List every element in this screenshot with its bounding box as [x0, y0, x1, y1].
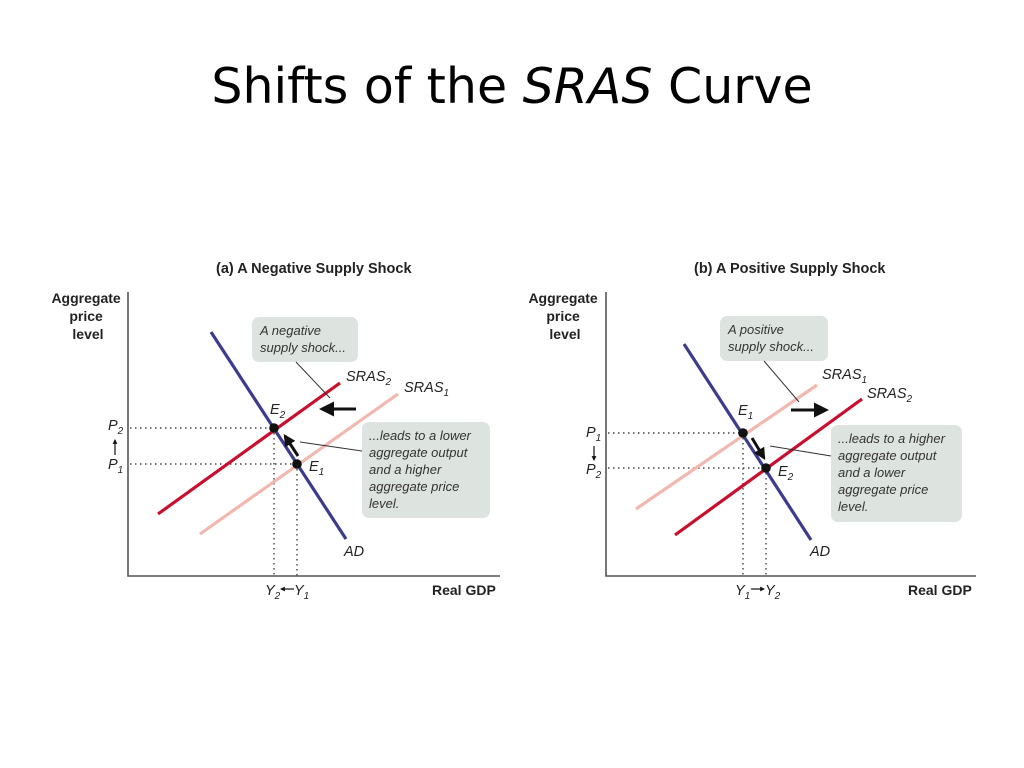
- panel-a-p1-label: P1: [108, 457, 123, 476]
- panel-a-callout-shift-leader: [295, 361, 331, 399]
- panel-a-e2-label: E2: [270, 402, 286, 421]
- panel-b-callout-shift-text: A positive supply shock...: [727, 322, 814, 354]
- panel-a-point-e2: [269, 423, 279, 433]
- panel-b-ad-curve: [682, 343, 813, 541]
- panel-b-y-axis-label: Aggregate price level: [528, 290, 601, 342]
- panel-b-callout-shift: [720, 316, 828, 361]
- panel-b-point-e2: [761, 463, 771, 473]
- panel-b-axes: [605, 292, 976, 577]
- panel-b-point-e1: [738, 428, 748, 438]
- panel-a-callout-shift: [252, 317, 358, 362]
- panel-a-ad-curve: [209, 331, 348, 540]
- panel-a-movement-arrow: [283, 433, 300, 457]
- panel-a-y-axis-label: Aggregate price level: [51, 290, 124, 342]
- panel-a-y1-label: Y1: [294, 583, 309, 602]
- panel-a-axes: [127, 292, 500, 577]
- panel-a-sras2-label: SRAS2: [346, 369, 392, 388]
- panel-a-x-axis-label: Real GDP: [432, 582, 496, 598]
- panel-b-p1-label: P1: [586, 425, 601, 444]
- panel-b-e2-label: E2: [778, 464, 794, 483]
- panel-a-ad-label: AD: [343, 544, 364, 560]
- panel-b-e1-label: E1: [738, 403, 753, 422]
- panel-a-y2-label: Y2: [265, 583, 281, 602]
- panel-b-ad-label: AD: [809, 544, 830, 560]
- slide-title: Shifts of the SRAS Curve: [0, 62, 1024, 111]
- panel-a-callout-result-text: ...leads to a lower aggregate output and…: [369, 428, 475, 511]
- panel-b-x-axis-label: Real GDP: [908, 582, 972, 598]
- slide-title-prefix: Shifts of the: [211, 58, 523, 115]
- panel-b-sras1-label: SRAS1: [822, 367, 867, 386]
- panel-b-positive-supply-shock: (b) A Positive Supply Shock Aggregate pr…: [528, 261, 976, 602]
- panel-b-callout-result-text: ...leads to a higher aggregate output an…: [838, 431, 949, 514]
- panel-a-callout-result-leader: [299, 441, 363, 452]
- panel-a-negative-supply-shock: (a) A Negative Supply Shock Aggregate pr…: [51, 261, 500, 602]
- panel-b-sras2-label: SRAS2: [867, 386, 913, 405]
- panel-a-point-e1: [292, 459, 302, 469]
- panel-b-y1-label: Y1: [735, 583, 750, 602]
- panel-a-callout-result: [362, 422, 490, 518]
- panel-a-e1-label: E1: [309, 459, 324, 478]
- panel-b-title: (b) A Positive Supply Shock: [694, 261, 886, 277]
- panel-a-title: (a) A Negative Supply Shock: [216, 261, 412, 277]
- panel-b-callout-result-leader: [769, 445, 832, 457]
- panel-b-p2-label: P2: [586, 462, 602, 481]
- panel-a-p2-label: P2: [108, 418, 124, 437]
- panel-b-callout-shift-leader: [763, 360, 800, 403]
- slide-title-emphasis: SRAS: [522, 58, 653, 115]
- panel-a-sras1-label: SRAS1: [404, 380, 449, 399]
- panel-a-callout-shift-text: A negative supply shock...: [259, 323, 346, 355]
- slide-title-suffix: Curve: [652, 58, 813, 115]
- panel-a-sras2-curve: [157, 381, 341, 516]
- panel-b-y2-label: Y2: [765, 583, 781, 602]
- panel-b-sras1-curve: [635, 383, 818, 511]
- panel-b-callout-result: [831, 425, 962, 522]
- panel-b-movement-arrow: [750, 437, 766, 461]
